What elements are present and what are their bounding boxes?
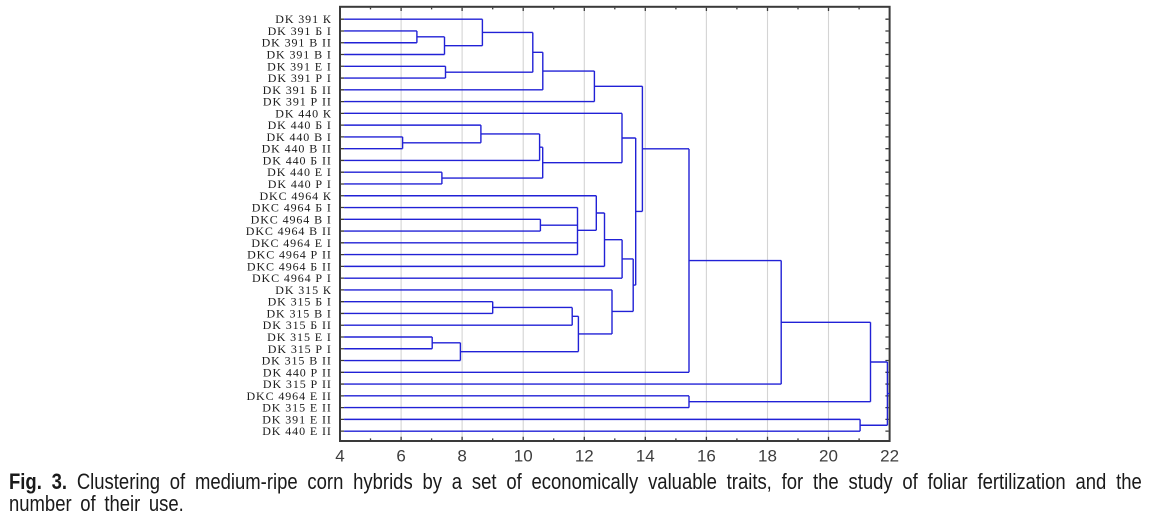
svg-text:DK 391 Б II: DK 391 Б II [263, 83, 332, 97]
svg-text:16: 16 [697, 447, 716, 466]
svg-text:DKС 4964 В I: DKС 4964 В I [251, 212, 332, 226]
svg-text:DKС 4964 В II: DKС 4964 В II [246, 224, 332, 238]
svg-text:6: 6 [396, 447, 405, 466]
svg-text:DKС 4964 Р I: DKС 4964 Р I [252, 271, 332, 285]
svg-text:DK 440 Б I: DK 440 Б I [268, 118, 332, 132]
svg-text:18: 18 [758, 447, 777, 466]
svg-text:DK 315 В I: DK 315 В I [266, 306, 331, 320]
svg-text:DK 391 Е II: DK 391 Е II [262, 412, 332, 426]
svg-text:DKС 4964 Р II: DKС 4964 Р II [247, 248, 332, 262]
svg-text:DKС 4964 К: DKС 4964 К [259, 189, 331, 203]
svg-text:10: 10 [514, 447, 533, 466]
svg-text:DK 391 Б I: DK 391 Б I [268, 24, 332, 38]
svg-text:DK 440 К: DK 440 К [275, 106, 332, 120]
svg-text:DK 391 Р I: DK 391 Р I [268, 71, 332, 85]
svg-text:DK 315 Р II: DK 315 Р II [263, 377, 332, 391]
svg-text:DK 440 Р II: DK 440 Р II [263, 365, 332, 379]
svg-text:DK 315 Б I: DK 315 Б I [268, 295, 332, 309]
svg-text:DK 315 В II: DK 315 В II [262, 354, 332, 368]
svg-text:DK 391 Е I: DK 391 Е I [267, 59, 332, 73]
svg-text:DK 315 Е II: DK 315 Е II [262, 401, 332, 415]
svg-text:DKС 4964 Б II: DKС 4964 Б II [247, 259, 332, 273]
svg-text:DK 315 Е I: DK 315 Е I [267, 330, 332, 344]
svg-text:DK 391 В II: DK 391 В II [262, 36, 332, 50]
svg-text:8: 8 [457, 447, 466, 466]
svg-text:DKС 4964 Е I: DKС 4964 Е I [251, 236, 331, 250]
svg-text:DK 391 К: DK 391 К [275, 12, 332, 26]
svg-text:DK 440 В II: DK 440 В II [262, 142, 332, 156]
svg-text:DKС 4964 Е II: DKС 4964 Е II [246, 389, 331, 403]
svg-text:DK 440 Е I: DK 440 Е I [267, 165, 332, 179]
svg-text:DK 440 Б II: DK 440 Б II [263, 153, 332, 167]
svg-text:DK 440 Р I: DK 440 Р I [268, 177, 332, 191]
svg-text:DK 315 Б II: DK 315 Б II [263, 318, 332, 332]
svg-text:DK 315 Р I: DK 315 Р I [268, 342, 332, 356]
svg-text:DK 440 В I: DK 440 В I [266, 130, 331, 144]
svg-text:DK 391 Р II: DK 391 Р II [263, 95, 332, 109]
svg-text:12: 12 [575, 447, 594, 466]
svg-text:DKС 4964 Б I: DKС 4964 Б I [252, 201, 332, 215]
svg-text:14: 14 [636, 447, 655, 466]
svg-text:DK 315 К: DK 315 К [275, 283, 332, 297]
svg-text:20: 20 [819, 447, 838, 466]
svg-text:DK 391 В I: DK 391 В I [266, 48, 331, 62]
svg-text:22: 22 [880, 447, 899, 466]
svg-text:DK 440 Е II: DK 440 Е II [262, 424, 332, 438]
svg-text:4: 4 [335, 447, 344, 466]
